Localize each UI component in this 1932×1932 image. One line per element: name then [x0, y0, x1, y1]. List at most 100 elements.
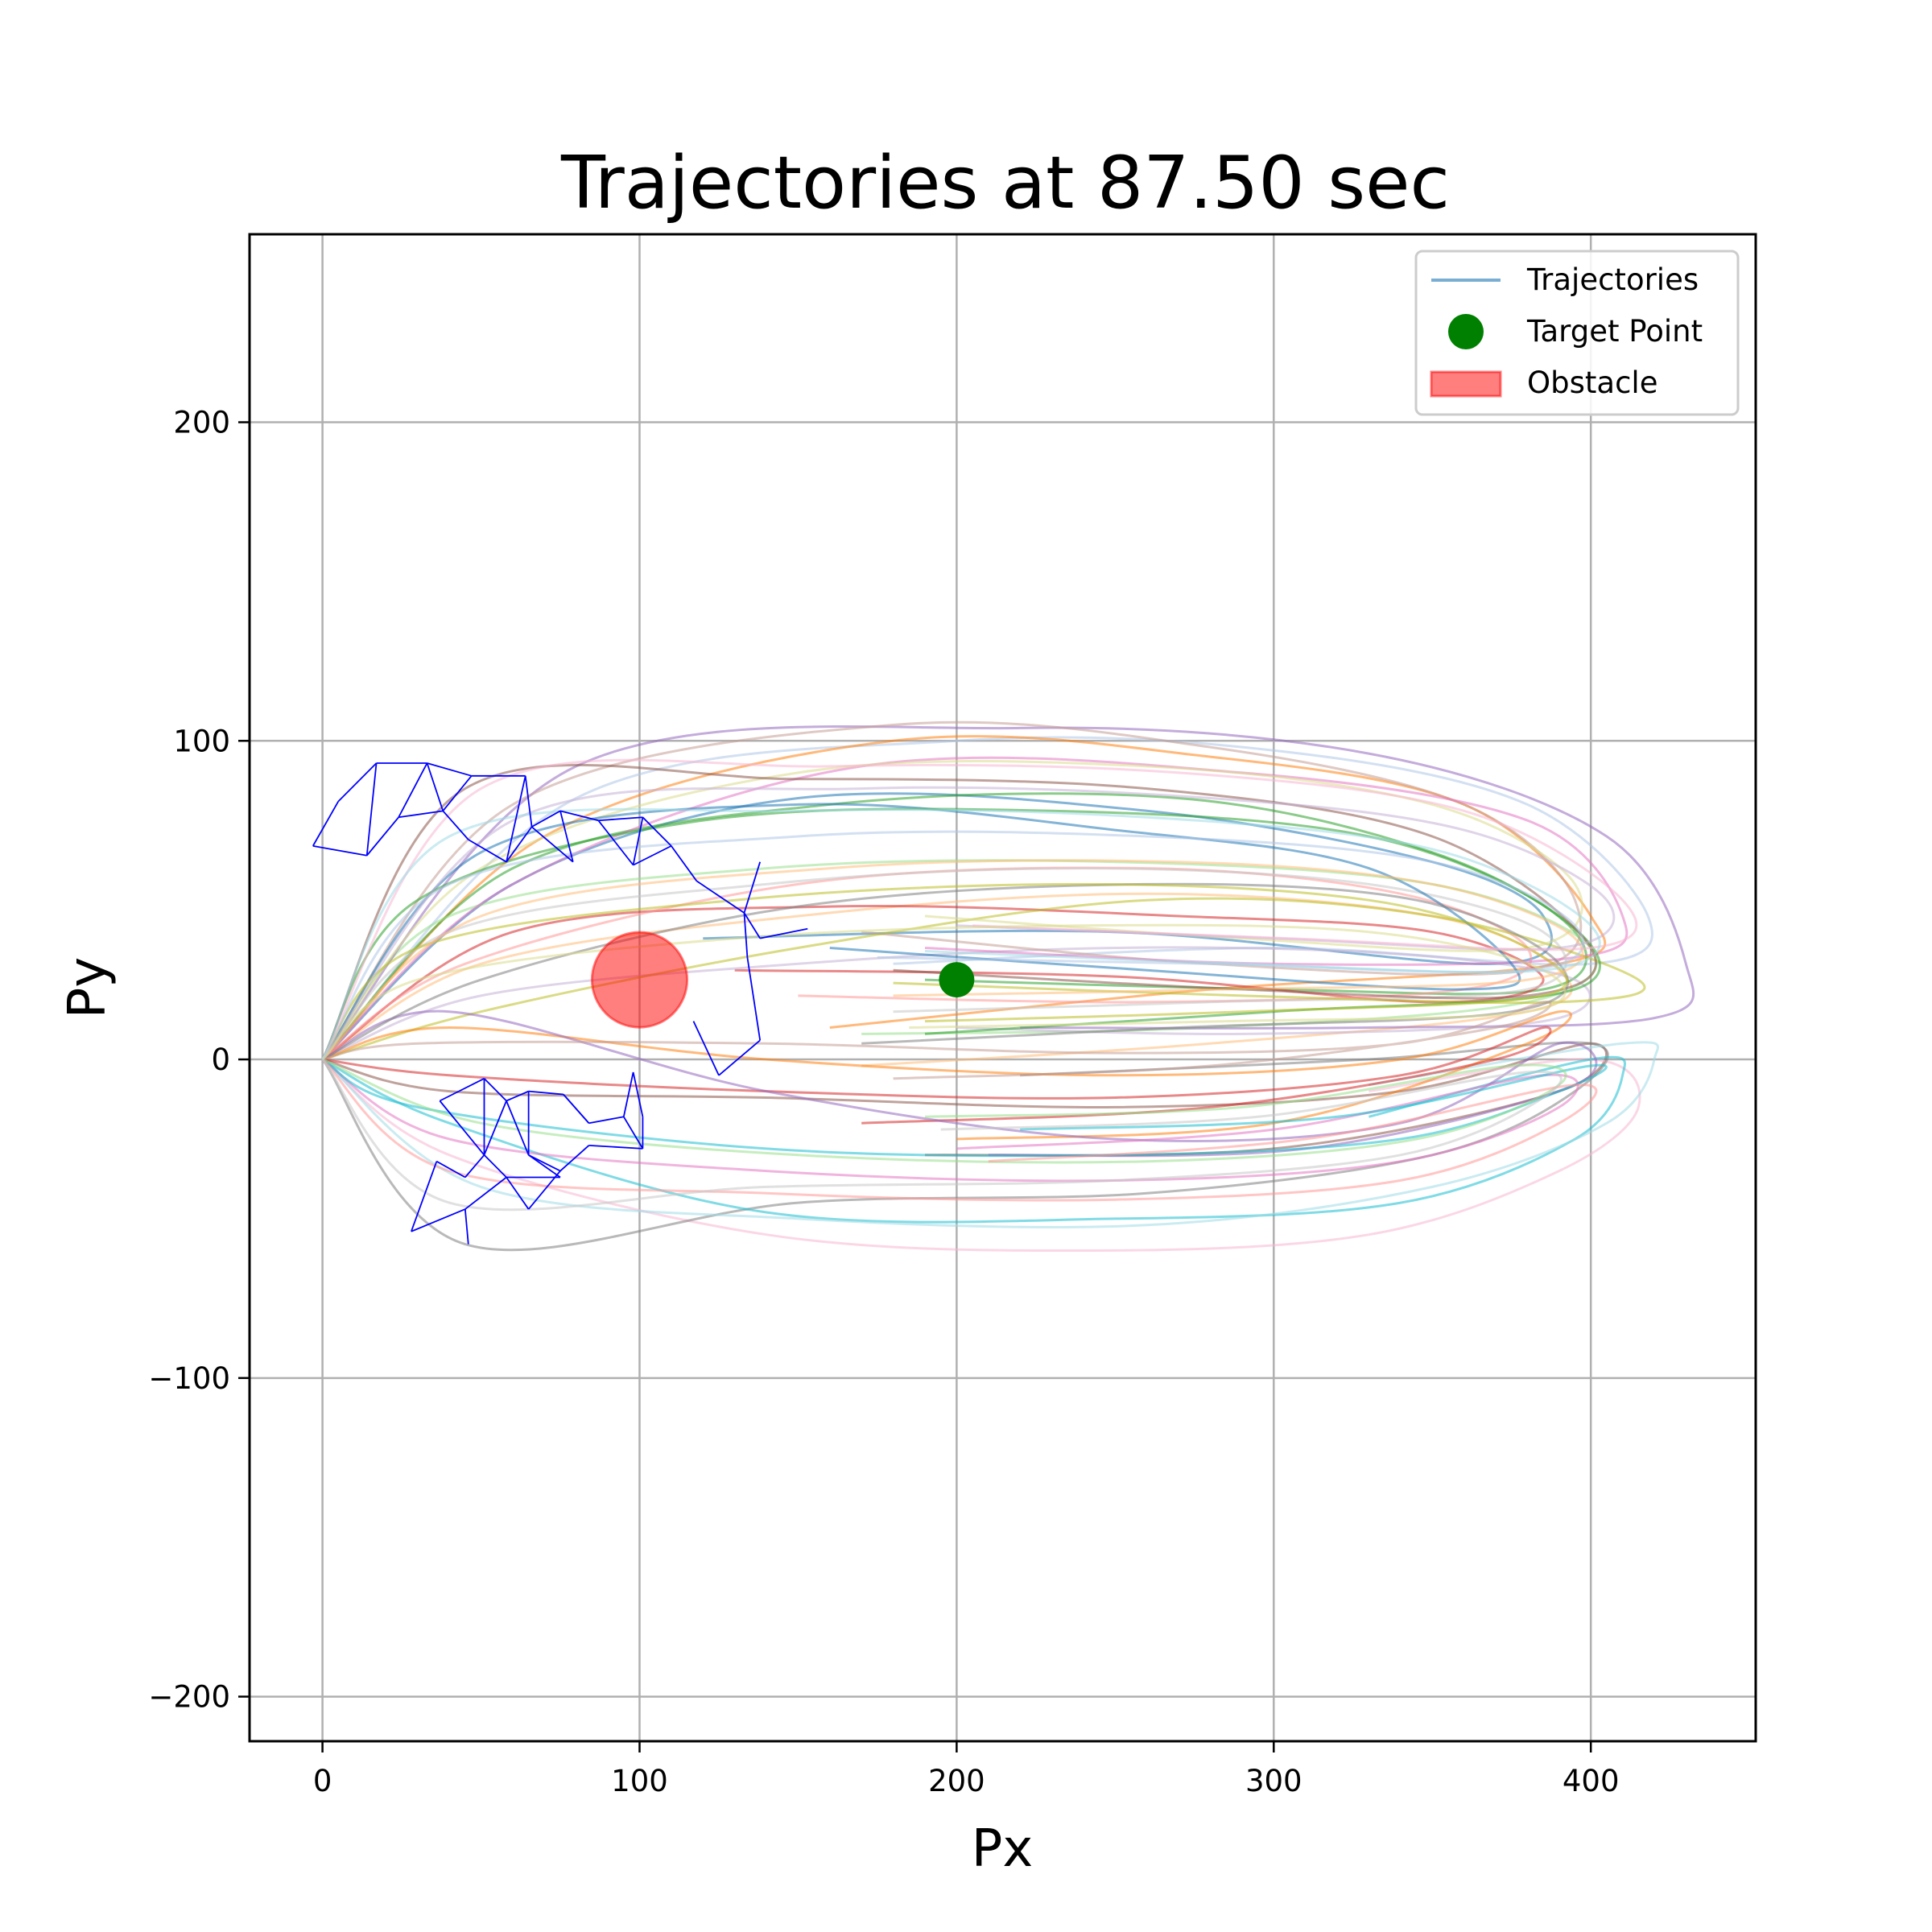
trajectory-line	[321, 923, 1567, 1061]
chart-title: Trajectories at 87.50 sec	[560, 141, 1450, 225]
formation-network	[312, 762, 808, 1245]
formation-edge	[464, 1154, 485, 1179]
formation-edge	[588, 1116, 624, 1125]
formation-edge	[632, 817, 644, 865]
trajectory-line	[322, 1009, 1572, 1141]
y-axis: −200 −100 0 100 200	[148, 406, 250, 1715]
formation-edge	[312, 844, 367, 857]
trajectory-line	[321, 1058, 1641, 1252]
y-tick-label: 200	[173, 406, 230, 440]
formation-edge	[692, 1021, 720, 1076]
legend: Trajectories Target Point Obstacle	[1414, 250, 1740, 416]
formation-edge	[439, 1077, 485, 1102]
formation-edge	[528, 1154, 561, 1172]
formation-edge	[442, 810, 469, 840]
formation-edge	[671, 845, 698, 881]
x-axis: 0 100 200 300 400	[313, 1741, 1620, 1798]
formation-edge	[506, 826, 533, 863]
formation-edge	[642, 816, 672, 847]
formation-edge	[563, 1093, 590, 1124]
trajectory-line	[321, 1058, 1598, 1202]
formation-edge	[464, 1208, 469, 1245]
formation-edge	[483, 1100, 507, 1156]
formation-edge	[427, 762, 472, 777]
formation-edge	[759, 927, 808, 939]
x-tick-label: 400	[1563, 1764, 1620, 1798]
legend-target-swatch	[1448, 314, 1484, 349]
formation-edge	[366, 816, 399, 857]
formation-edge	[426, 762, 444, 811]
trajectory-line	[322, 1001, 1552, 1080]
x-tick-label: 100	[611, 1764, 668, 1798]
trajectory-line	[321, 756, 1629, 1061]
formation-edge	[398, 762, 428, 818]
formation-edge	[559, 1145, 590, 1172]
legend-label-trajectories: Trajectories	[1526, 262, 1699, 297]
formation-edge	[436, 1160, 466, 1179]
y-axis-label: Py	[58, 957, 118, 1018]
formation-edge	[622, 1071, 634, 1117]
formation-edge	[506, 775, 526, 862]
trajectory-line	[321, 720, 1583, 1060]
formation-edge	[468, 839, 507, 863]
trajectory-line	[321, 725, 1695, 1060]
trajectory-line	[321, 1059, 1563, 1212]
formation-edge	[506, 1100, 530, 1156]
formation-edge	[312, 801, 340, 847]
trajectories	[321, 720, 1695, 1252]
formation-edge	[365, 762, 378, 856]
trajectory-line	[321, 807, 1601, 1060]
formation-edge	[464, 1176, 507, 1210]
formation-edge	[411, 1208, 466, 1232]
obstacle-circle	[590, 931, 689, 1029]
trajectory-line	[321, 859, 1584, 1061]
trajectory-line	[321, 1058, 1579, 1183]
formation-edge	[559, 811, 574, 862]
y-tick-label: −100	[148, 1361, 230, 1396]
trajectory-line	[321, 882, 1570, 1061]
formation-edge	[524, 775, 533, 828]
formation-edge	[411, 1161, 438, 1232]
x-tick-label: 0	[313, 1764, 332, 1798]
trajectory-line	[321, 763, 1597, 1060]
trajectory-line	[321, 882, 1568, 1060]
trajectory-line	[321, 867, 1567, 1061]
formation-edge	[530, 826, 574, 863]
formation-edge	[483, 1078, 507, 1102]
formation-edge	[506, 1090, 529, 1102]
formation-edge	[588, 1145, 643, 1150]
formation-edge	[439, 1100, 485, 1156]
formation-edge	[559, 810, 599, 822]
x-tick-label: 200	[928, 1764, 985, 1798]
trajectory-line	[322, 1042, 1608, 1157]
formation-edge	[696, 880, 745, 914]
x-tick-label: 300	[1245, 1764, 1302, 1798]
trajectory-line	[322, 1058, 1567, 1164]
formation-edge	[718, 1039, 761, 1076]
y-tick-label: 0	[211, 1042, 230, 1077]
trajectory-line	[321, 1041, 1659, 1229]
legend-obstacle-swatch	[1430, 370, 1502, 398]
formation-edge	[623, 1116, 644, 1150]
obstacle-layer	[590, 931, 689, 1029]
formation-edge	[528, 1090, 564, 1096]
formation-edge	[598, 816, 643, 822]
formation-edge	[442, 775, 473, 811]
legend-label-target-point: Target Point	[1526, 314, 1703, 349]
target-point-marker	[939, 962, 975, 998]
formation-edge	[633, 845, 672, 866]
trajectory-line	[321, 904, 1545, 1061]
plot-frame	[248, 233, 1757, 1743]
formation-edge	[632, 1071, 644, 1117]
formation-edge	[337, 762, 378, 803]
formation-edge	[597, 819, 634, 866]
formation-edge	[506, 1176, 530, 1210]
trajectory-line	[322, 1026, 1552, 1125]
trajectory-line	[321, 1058, 1608, 1158]
legend-label-obstacle: Obstacle	[1527, 365, 1657, 400]
y-tick-label: −200	[148, 1680, 230, 1715]
formation-edge	[531, 810, 561, 828]
y-tick-label: 100	[173, 724, 230, 758]
target-layer	[939, 962, 975, 998]
